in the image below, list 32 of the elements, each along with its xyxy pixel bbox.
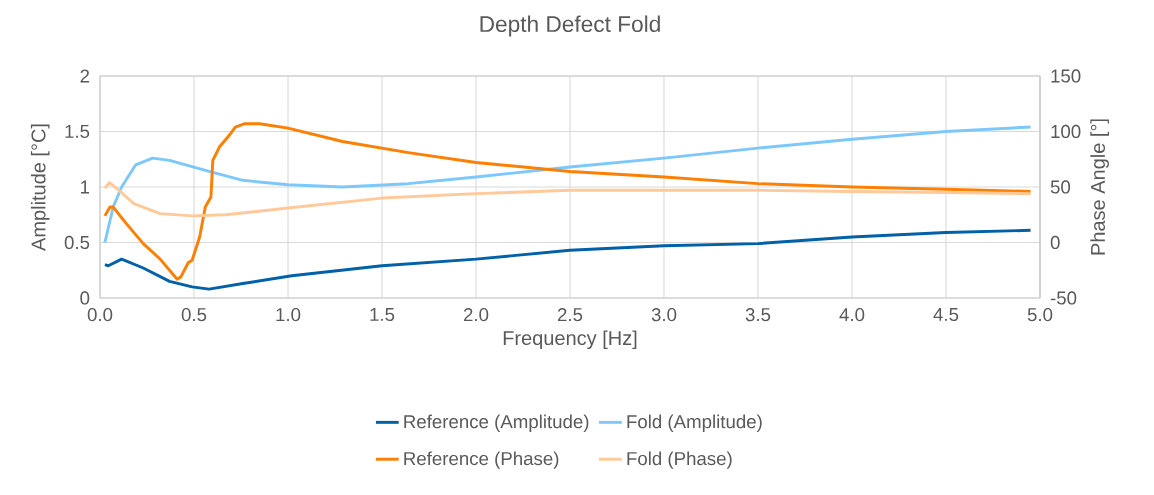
y-tick-label: 0 <box>80 291 90 305</box>
x-tick-label: 3.5 <box>745 308 771 322</box>
y2-tick-label: 0 <box>1050 235 1060 250</box>
chart-title: Depth Defect Fold <box>480 15 660 37</box>
legend-label: Reference (Amplitude) <box>404 414 589 432</box>
legend-label: Fold (Phase) <box>627 451 732 469</box>
y-tick-label: 1 <box>81 180 90 194</box>
y-tick-label: 0.5 <box>64 235 90 250</box>
y2-tick-label: 150 <box>1051 69 1081 83</box>
x-tick-label: 2.5 <box>557 308 583 322</box>
x-tick-label: 4.5 <box>933 308 959 322</box>
y2-tick-label: 100 <box>1051 124 1081 139</box>
x-tick-label: 0.0 <box>87 308 113 322</box>
y-axis-title: Amplitude [°C] <box>30 124 50 251</box>
line-series <box>103 122 1033 281</box>
x-tick-label: 1.5 <box>370 308 395 322</box>
x-tick-label: 0.5 <box>181 308 207 322</box>
y2-axis-title: Phase Angle [°] <box>1090 119 1109 255</box>
line-series <box>103 125 1033 244</box>
x-axis-title: Frequency [Hz] <box>503 330 637 350</box>
y-tick-label: 1.5 <box>65 124 90 139</box>
y2-tick-label: -50 <box>1050 291 1077 305</box>
line-series <box>103 228 1033 291</box>
legend-label: Reference (Phase) <box>404 451 559 469</box>
x-tick-label: 4.0 <box>839 308 865 322</box>
y2-tick-label: 50 <box>1050 180 1071 194</box>
x-tick-label: 1.0 <box>276 308 301 322</box>
legend-label: Fold (Amplitude) <box>627 414 762 432</box>
y-tick-label: 2 <box>80 69 90 83</box>
x-tick-label: 5.0 <box>1027 308 1053 322</box>
x-tick-label: 3.0 <box>651 308 677 322</box>
x-tick-label: 2.0 <box>463 308 489 322</box>
